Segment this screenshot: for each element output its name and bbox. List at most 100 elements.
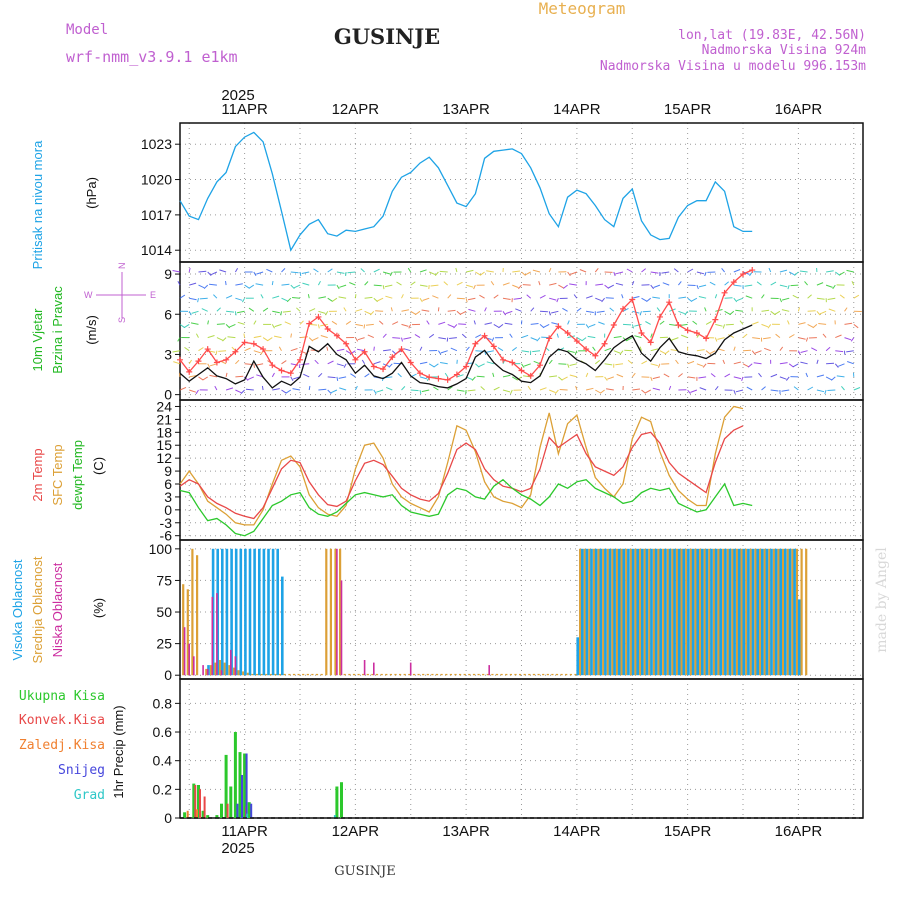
wind-barb: [414, 333, 421, 339]
wind-barb: [657, 363, 661, 368]
wind-barb: [227, 336, 236, 339]
wind-gust-point: [260, 346, 267, 353]
wind-gust-point: [269, 362, 276, 369]
wind-barb: [392, 321, 399, 325]
wind-barb: [243, 333, 246, 338]
wind-barb: [235, 375, 244, 378]
high-cloud-bar: [271, 548, 275, 676]
wind-barb: [573, 294, 578, 299]
temp2m-line: [179, 425, 744, 520]
wind-barb: [692, 320, 698, 325]
mid-cloud-bar: [514, 673, 517, 676]
wind-barb: [781, 309, 790, 312]
wind-gust-point: [435, 375, 442, 382]
wind-barb: [271, 372, 275, 378]
mid-cloud-bar: [703, 548, 706, 676]
wind-barb: [691, 297, 698, 302]
wind-barb: [567, 271, 571, 277]
wind-barb: [678, 281, 682, 286]
total-precip-bar: [197, 785, 200, 818]
total-precip-bar: [233, 732, 237, 818]
wind-barb: [195, 389, 199, 395]
y-tick-label: 0: [164, 387, 172, 403]
wind-barb: [219, 269, 227, 273]
bottom-day-label: 12APR: [332, 823, 380, 840]
mid-cloud-bar: [223, 662, 226, 676]
wind-barb: [410, 310, 417, 315]
wind-barb: [532, 350, 541, 353]
wind-barb: [189, 282, 197, 286]
wind-barb: [844, 307, 848, 312]
wind-barb: [641, 268, 647, 273]
wind-barb: [373, 346, 375, 351]
mid-cloud-bar: [343, 673, 346, 676]
wind-barb: [533, 360, 541, 365]
wind-barb: [541, 336, 550, 339]
high-cloud-bar: [682, 548, 686, 676]
low-cloud-bar: [206, 668, 209, 676]
wind-barb: [751, 350, 756, 355]
wind-barb: [447, 386, 453, 391]
wind-barb: [650, 363, 658, 367]
mid-cloud-bar: [463, 673, 466, 676]
wind-barb: [830, 376, 836, 381]
station-title: GUSINJE: [334, 24, 440, 49]
wind-barb: [439, 270, 448, 273]
wind-barb: [781, 297, 790, 301]
wind-barb: [467, 389, 476, 392]
wind-barb: [475, 271, 481, 276]
mid-cloud-bar: [311, 673, 314, 676]
high-cloud-bar: [631, 548, 635, 676]
wind-barb: [465, 298, 468, 303]
wind-barb: [696, 284, 699, 290]
mid-cloud-bar: [772, 548, 775, 676]
wind-barb: [336, 284, 340, 290]
wind-barb: [401, 309, 409, 312]
high-cloud-bar: [581, 548, 584, 676]
wind-barb: [606, 388, 614, 391]
mid-cloud-bar: [302, 673, 305, 676]
wind-barb: [779, 298, 783, 303]
wind-gust-point: [518, 367, 525, 374]
high-cloud-bar: [659, 548, 662, 676]
wind-barb: [285, 389, 292, 394]
mid-cloud-bar: [519, 673, 522, 676]
total-precip-bar: [229, 786, 233, 818]
wind-barb: [473, 284, 476, 290]
mid-cloud-bar: [334, 548, 337, 676]
mid-cloud-bar: [542, 673, 545, 676]
precip-legend-total: Ukupna Kisa: [19, 689, 105, 704]
wind-barb: [585, 324, 590, 329]
wind-compass: N S W E: [84, 263, 156, 324]
mid-cloud-bar: [274, 673, 277, 676]
mid-cloud-bar: [634, 548, 637, 676]
wind-barb: [189, 389, 197, 393]
wind-barb: [336, 363, 344, 367]
wind-barb: [403, 348, 411, 352]
compass-north: N: [117, 263, 127, 270]
high-cloud-bar: [719, 548, 722, 676]
wind-barb: [714, 385, 719, 391]
wind-barb: [347, 271, 356, 274]
wind-barb: [345, 350, 352, 355]
wind-barb: [313, 268, 319, 273]
wind-barb: [524, 271, 531, 276]
wind-barb: [558, 284, 564, 289]
wind-barb: [278, 346, 282, 351]
mid-cloud-bar: [671, 548, 674, 676]
wind-barb: [779, 362, 788, 365]
high-cloud-bar: [622, 548, 626, 676]
wind-barb: [761, 309, 770, 312]
mid-cloud-bar: [555, 673, 559, 676]
wind-barb: [662, 282, 670, 286]
wind-barb: [779, 376, 787, 380]
high-cloud-bar: [714, 548, 718, 676]
wind-barb: [728, 334, 735, 339]
wind-gust-point: [527, 372, 534, 379]
wind-barb: [255, 363, 264, 366]
wind-barb: [505, 310, 513, 315]
wind-barb: [652, 387, 661, 391]
wind-gust-point: [223, 356, 230, 363]
wind-barb: [601, 297, 605, 303]
mid-cloud-bar: [560, 673, 563, 676]
